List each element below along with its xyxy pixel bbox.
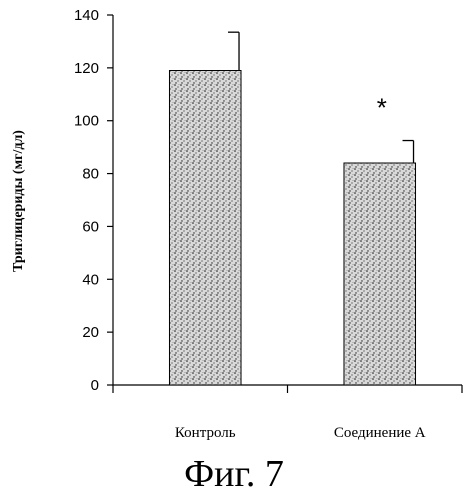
y-tick-label: 0 bbox=[91, 377, 99, 394]
y-tick-label: 100 bbox=[74, 113, 99, 130]
y-tick-label: 40 bbox=[82, 271, 99, 288]
y-tick-label: 60 bbox=[82, 218, 99, 235]
error-bars bbox=[228, 31, 415, 163]
category-labels: Контроль Соединение А bbox=[175, 425, 426, 441]
category-label: Соединение А bbox=[334, 425, 426, 441]
bar bbox=[343, 162, 417, 386]
y-axis-label: Триглицериды (мг/дл) bbox=[11, 130, 26, 272]
y-tick-label: 140 bbox=[74, 7, 99, 24]
figure-caption: Фиг. 7 bbox=[184, 453, 284, 495]
significance-marker: * bbox=[377, 93, 387, 123]
x-axis-ticks bbox=[112, 385, 463, 393]
y-axis-ticks: 0 20 40 60 80 100 120 140 bbox=[74, 7, 113, 394]
annotations: * bbox=[377, 93, 387, 123]
y-tick-label: 80 bbox=[82, 166, 99, 183]
category-label: Контроль bbox=[175, 425, 236, 441]
y-tick-label: 20 bbox=[82, 324, 99, 341]
bars bbox=[168, 70, 417, 386]
y-tick-label: 120 bbox=[74, 60, 99, 77]
bar bbox=[168, 70, 242, 386]
